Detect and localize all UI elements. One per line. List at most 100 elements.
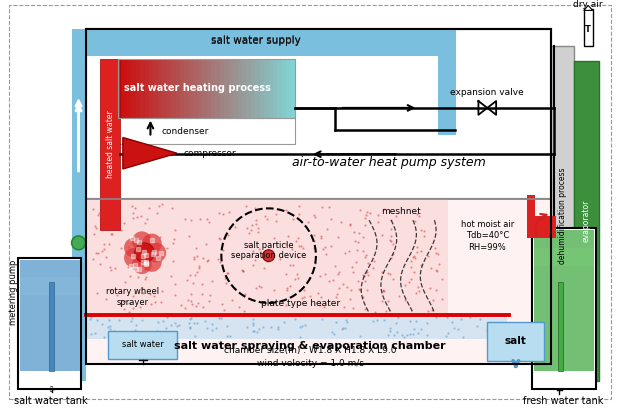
Text: heated salt water: heated salt water <box>105 111 115 178</box>
Bar <box>224 59 229 118</box>
Bar <box>220 59 225 118</box>
Bar <box>251 59 256 118</box>
Bar <box>202 59 207 118</box>
Bar <box>20 277 79 295</box>
Circle shape <box>142 234 162 253</box>
Bar <box>144 59 149 118</box>
Circle shape <box>132 231 152 251</box>
Bar <box>237 59 242 118</box>
Circle shape <box>124 248 144 268</box>
Bar <box>531 228 596 388</box>
Bar <box>260 59 265 118</box>
Text: salt water heating process: salt water heating process <box>124 83 271 93</box>
Bar <box>153 59 158 118</box>
Bar <box>72 29 456 56</box>
Circle shape <box>142 252 162 272</box>
Bar <box>229 59 234 118</box>
Bar <box>49 282 54 371</box>
Circle shape <box>146 243 166 262</box>
Bar <box>255 59 260 118</box>
Text: T: T <box>585 24 591 33</box>
Bar <box>19 257 81 388</box>
Text: rotary wheel
sprayer: rotary wheel sprayer <box>106 287 159 306</box>
Bar <box>136 59 141 118</box>
Bar <box>558 282 563 371</box>
Bar <box>206 59 211 118</box>
Text: salt water tank: salt water tank <box>14 395 88 406</box>
Bar <box>264 59 269 118</box>
Bar <box>184 59 189 118</box>
Bar <box>108 330 177 359</box>
Bar <box>131 59 136 118</box>
Text: evaporator: evaporator <box>582 200 591 242</box>
Bar <box>100 59 120 230</box>
Text: chamber size(m) : W1.8 X H1.8 X L9.0
wind velocity = 1.0 m/s: chamber size(m) : W1.8 X H1.8 X L9.0 win… <box>224 346 396 368</box>
Text: air-to-water heat pump system: air-to-water heat pump system <box>292 155 485 169</box>
Text: condenser: condenser <box>162 126 209 135</box>
Bar <box>233 59 238 118</box>
Text: plate type heater: plate type heater <box>260 299 340 308</box>
Circle shape <box>72 236 86 250</box>
Bar <box>584 9 593 46</box>
Text: meshnet: meshnet <box>381 207 420 216</box>
Bar <box>574 61 598 381</box>
Bar <box>438 29 456 135</box>
Circle shape <box>263 250 275 262</box>
Bar <box>20 259 79 371</box>
Bar <box>72 31 86 381</box>
Bar <box>162 59 167 118</box>
Bar <box>286 59 291 118</box>
Bar <box>534 248 594 266</box>
Bar <box>158 59 163 118</box>
Bar <box>268 59 273 118</box>
Bar <box>438 29 456 135</box>
Bar <box>242 59 247 118</box>
Bar <box>118 59 295 118</box>
Bar <box>291 59 296 118</box>
Bar <box>86 29 551 364</box>
Bar <box>149 59 154 118</box>
Bar <box>118 59 123 118</box>
Text: expansion valve: expansion valve <box>450 88 524 97</box>
Bar <box>180 59 185 118</box>
Circle shape <box>135 243 154 262</box>
Text: ⬜: ⬜ <box>50 387 53 392</box>
Circle shape <box>132 254 152 274</box>
Bar <box>487 322 544 361</box>
Text: fresh water tank: fresh water tank <box>523 397 603 406</box>
Bar <box>526 195 534 216</box>
Text: hot moist air
Tdb=40°C
RH=99%: hot moist air Tdb=40°C RH=99% <box>461 220 514 252</box>
Text: salt particle
separation device: salt particle separation device <box>231 241 306 260</box>
Polygon shape <box>584 5 593 11</box>
Text: salt water supply: salt water supply <box>211 36 301 46</box>
Bar <box>167 59 172 118</box>
Bar <box>551 46 574 386</box>
Bar <box>72 31 86 381</box>
Text: salt water supply: salt water supply <box>211 35 301 45</box>
Bar <box>127 59 131 118</box>
Bar <box>193 59 198 118</box>
Bar <box>534 230 594 371</box>
Bar <box>189 59 194 118</box>
Bar <box>273 59 278 118</box>
Text: compressor: compressor <box>184 149 237 158</box>
Circle shape <box>124 238 144 257</box>
Bar <box>122 59 127 118</box>
Bar <box>118 118 295 144</box>
Bar <box>171 59 176 118</box>
Bar <box>86 315 507 339</box>
Polygon shape <box>123 137 177 169</box>
Bar <box>215 59 220 118</box>
Bar <box>211 59 216 118</box>
Bar <box>278 59 283 118</box>
Text: salt water: salt water <box>122 340 164 349</box>
Bar <box>86 29 551 199</box>
Text: dehumidification process: dehumidification process <box>558 168 567 264</box>
Bar <box>86 199 448 315</box>
Bar <box>175 59 180 118</box>
Bar <box>526 216 556 238</box>
Bar <box>247 59 251 118</box>
Bar <box>72 29 456 56</box>
Bar <box>140 59 145 118</box>
Bar <box>198 59 203 118</box>
